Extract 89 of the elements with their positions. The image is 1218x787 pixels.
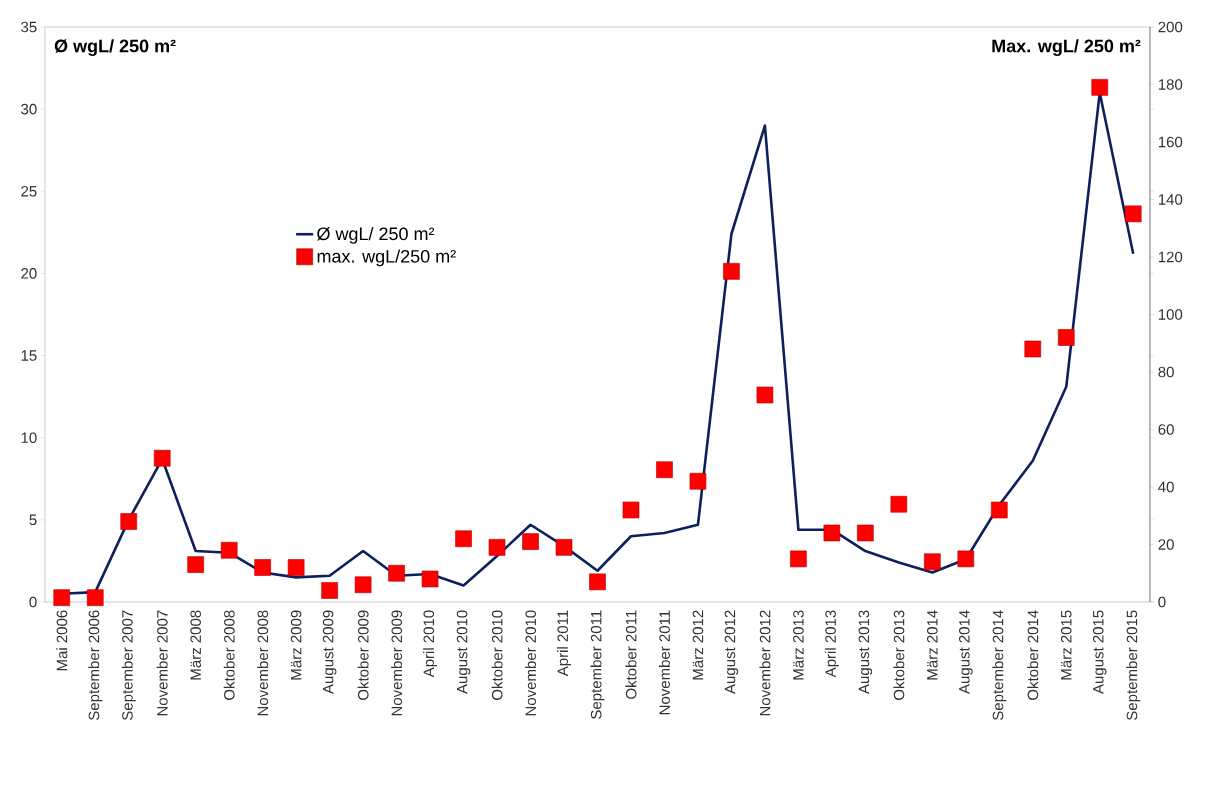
point [53,589,71,606]
x-tick-label: November 2007 [156,610,168,716]
y2-tick-label: 160 [1158,136,1183,148]
point [622,501,640,519]
x-tick-label: Oktober 2013 [893,610,905,700]
point [1024,340,1042,358]
y2-tick-label: 0 [1158,596,1166,608]
point [689,472,707,490]
x-tick-label: April 2013 [824,610,839,678]
point [555,539,573,556]
x-tick-label: November 2012 [759,610,771,716]
point [153,449,171,467]
x-tick-label: September 2015 [1126,610,1141,721]
y2-tick-label: 60 [1158,424,1174,435]
point [455,530,472,548]
point [957,550,975,568]
point [120,513,138,530]
x-tick-label: Mai 2006 [56,610,68,671]
x-tick-label: Oktober 2014 [1027,610,1039,700]
x-tick-label: November 2009 [391,610,403,716]
point [321,582,338,599]
point [656,461,673,479]
point [388,564,405,582]
point [1057,329,1075,346]
x-tick-label: August 2012 [724,610,739,694]
x-tick-label: September 2011 [590,610,605,719]
x-tick-label: Oktober 2008 [223,610,235,700]
point [421,570,439,588]
y-tick-label: 20 [21,268,37,279]
y-tick-label: 5 [29,514,37,526]
y2-tick-label: 120 [1158,251,1183,263]
x-tick-label: März 2014 [927,610,938,680]
point [254,559,271,576]
point [287,559,305,576]
x-tick-label: August 2015 [1092,610,1107,694]
x-tick-label: September 2014 [992,610,1007,721]
point [522,533,539,550]
y-tick-label: 30 [21,103,37,115]
x-tick-label: August 2014 [959,610,973,694]
x-tick-label: März 2015 [1060,610,1072,680]
x-tick-label: November 2008 [257,610,269,716]
y-tick-label: 10 [21,432,37,444]
y2-tick-label: 80 [1158,366,1174,378]
y-tick-label: 25 [21,185,37,197]
x-tick-label: September 2007 [121,610,136,721]
y2-tick-label: 200 [1158,21,1183,33]
x-tick-label: März 2012 [692,610,704,680]
legend-label: Ø wgL/ 250 m² [317,226,435,244]
x-tick-label: März 2009 [290,610,302,680]
x-tick-label: August 2013 [858,610,873,694]
point [220,541,238,559]
point [723,263,740,280]
x-tick-label: August 2010 [456,610,471,694]
point [823,524,841,542]
x-tick-label: Oktober 2009 [357,610,369,700]
point [488,539,506,556]
legend-label: max. wgL/250 m² [317,249,456,267]
x-tick-label: August 2009 [322,610,337,694]
point [790,550,807,568]
point [756,386,774,404]
y2-tick-label: 40 [1158,481,1174,493]
y2-tick-label: 180 [1158,79,1183,90]
y-tick-label: 35 [21,21,37,33]
x-tick-label: März 2013 [793,610,804,680]
x-tick-label: November 2011 [658,610,670,715]
y-axis-title: Ø wgL/ 250 m² [54,39,176,57]
y2-tick-label: 20 [1158,539,1174,550]
point [1124,205,1142,223]
point [354,576,372,594]
point [890,495,908,513]
y-tick-label: 0 [29,596,37,608]
x-tick-label: März 2008 [190,610,201,680]
x-tick-label: Oktober 2010 [491,610,503,700]
point [187,556,204,573]
x-tick-label: April 2011 [557,610,571,677]
point [924,553,941,571]
y2-tick-label: 140 [1158,194,1183,205]
y2-axis-title: Max. wgL/ 250 m² [992,39,1141,56]
x-tick-label: September 2006 [88,610,103,721]
point [86,589,104,606]
y-tick-label: 15 [21,350,37,361]
x-tick-label: Oktober 2011 [625,610,637,699]
y2-tick-label: 100 [1158,309,1183,320]
point [857,524,874,542]
point [990,501,1008,519]
x-tick-label: November 2010 [525,610,537,716]
x-tick-label: April 2010 [423,610,438,678]
point [1091,79,1109,96]
point [589,573,606,591]
